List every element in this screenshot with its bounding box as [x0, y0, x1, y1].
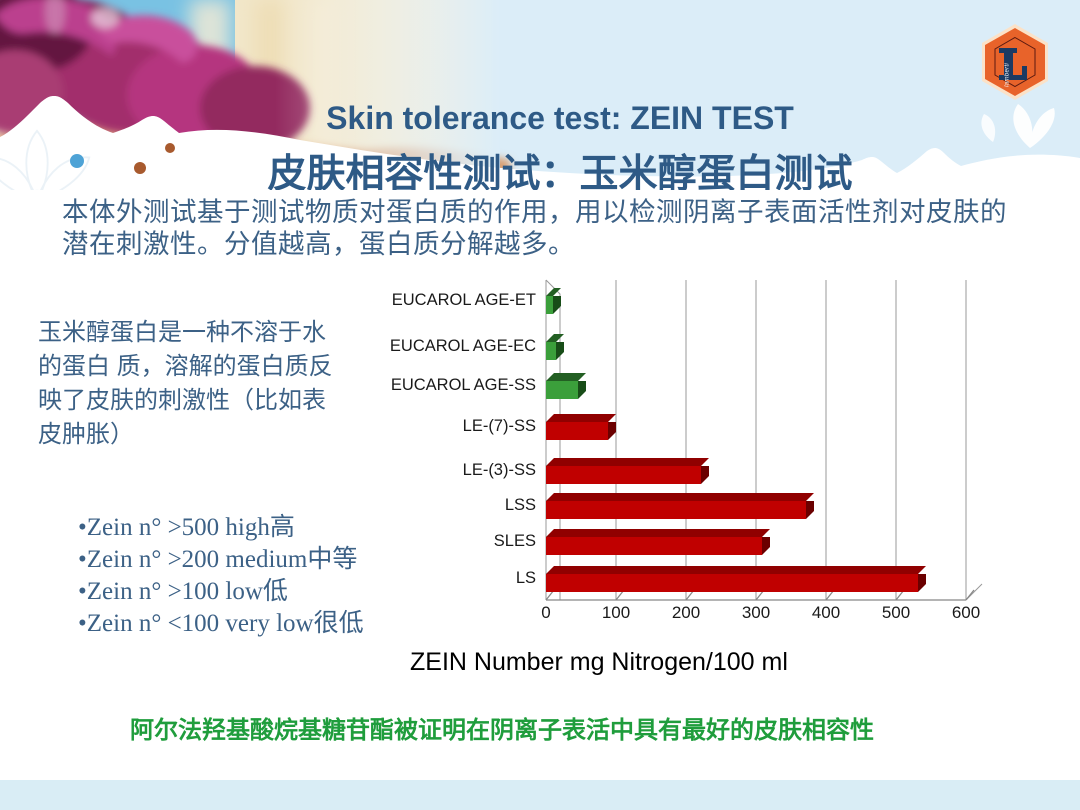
svg-text:500: 500: [882, 603, 910, 622]
svg-text:400: 400: [812, 603, 840, 622]
svg-text:lamberti: lamberti: [1004, 63, 1011, 87]
svg-text:600: 600: [952, 603, 980, 622]
svg-text:0: 0: [541, 603, 550, 622]
svg-text:200: 200: [672, 603, 700, 622]
svg-text:300: 300: [742, 603, 770, 622]
svg-text:100: 100: [602, 603, 630, 622]
